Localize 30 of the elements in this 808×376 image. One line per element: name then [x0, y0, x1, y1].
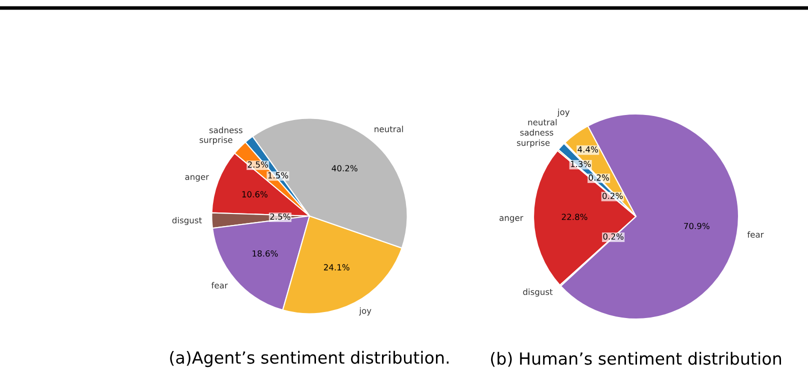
slice-label: surprise	[516, 139, 550, 148]
data-label: 24.1%	[324, 264, 350, 270]
data-label: 1.5%	[268, 172, 288, 178]
data-label: 1.3%	[570, 160, 591, 168]
slice-label: fear	[211, 282, 228, 288]
slice-label: fear	[747, 231, 764, 238]
slice-label: disgust	[172, 216, 202, 226]
slice-label: disgust	[523, 288, 553, 297]
data-label: 18.6%	[252, 250, 278, 257]
data-label: 40.2%	[332, 165, 358, 172]
data-label: 70.9%	[684, 222, 710, 230]
slice-label: sadness	[209, 126, 242, 134]
slice-label: joy	[359, 307, 372, 316]
text: (b) Human’s sentiment distribution	[491, 352, 781, 367]
text: (a)Agent’s sentiment distribution.	[170, 350, 449, 368]
slice-label: neutral	[374, 126, 403, 132]
slice-label: joy	[557, 108, 570, 117]
slice-label: sadness	[520, 129, 554, 136]
slice-label: neutral	[528, 118, 557, 126]
data-label: 2.5%	[270, 213, 290, 220]
data-label: 0.2%	[602, 192, 623, 200]
data-label: 2.5%	[248, 161, 268, 168]
data-label: 22.8%	[562, 214, 588, 220]
data-label: 0.2%	[588, 174, 609, 181]
slice-label: anger	[185, 175, 209, 182]
data-label: 0.2%	[603, 233, 624, 240]
slice-label: anger	[500, 216, 524, 223]
data-label: 4.4%	[578, 146, 598, 153]
data-label: 10.6%	[242, 191, 268, 198]
slice-label: surprise	[200, 136, 232, 145]
